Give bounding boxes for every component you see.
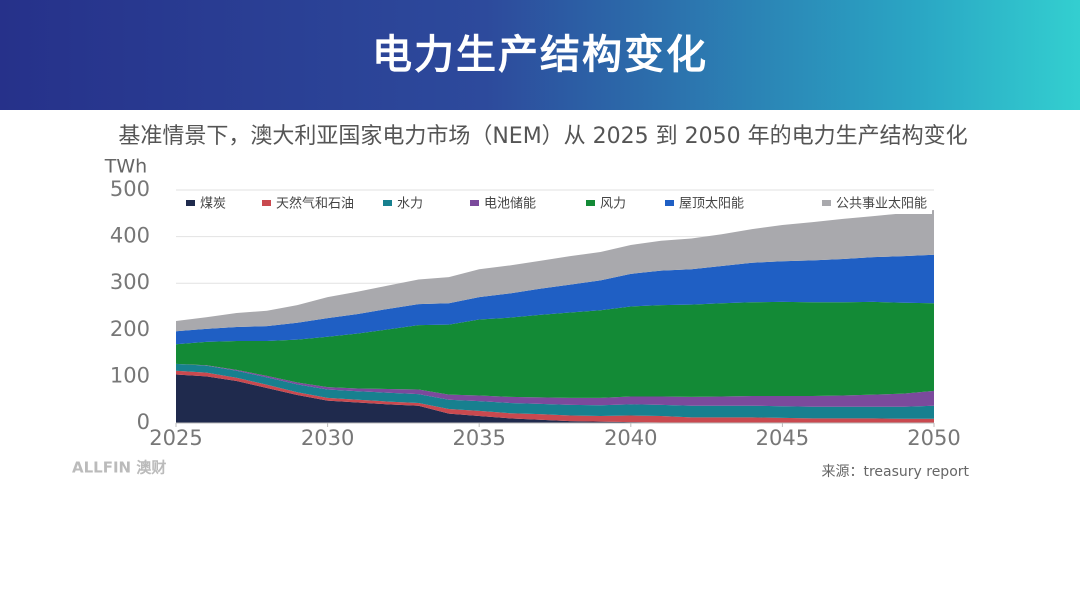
y-tick-label: 500 (110, 177, 150, 201)
y-axis-label: TWh (104, 156, 147, 178)
y-tick-label: 100 (110, 363, 150, 387)
area (176, 363, 934, 419)
legend-label: 风力 (600, 197, 626, 212)
legend-label: 电池储能 (484, 197, 536, 212)
area (176, 363, 934, 407)
x-tick-label: 2050 (907, 426, 960, 450)
x-tick-label: 2040 (604, 426, 657, 450)
legend-label: 公共事业太阳能 (836, 197, 927, 212)
area (176, 210, 934, 332)
area (176, 254, 934, 345)
x-tick-label: 2035 (452, 426, 505, 450)
legend-label: 水力 (397, 197, 423, 212)
x-tick-label: 2030 (301, 426, 354, 450)
y-tick-label: 0 (137, 410, 150, 434)
y-tick-label: 300 (110, 270, 150, 294)
legend-swatch (186, 200, 195, 206)
legend-swatch (665, 200, 674, 206)
y-tick-label: 400 (110, 224, 150, 248)
legend-swatch (586, 200, 595, 206)
header-band (0, 0, 1080, 110)
slide-title: 电力生产结构变化 (372, 32, 708, 78)
logo: ALLFIN 澳财 (72, 459, 166, 477)
chart-title: 基准情景下，澳大利亚国家电力市场（NEM）从 2025 到 2050 年的电力生… (118, 124, 967, 149)
legend-swatch (822, 200, 831, 206)
legend-swatch (470, 200, 479, 206)
x-tick-label: 2045 (756, 426, 809, 450)
legend-swatch (262, 200, 271, 206)
area (176, 301, 934, 398)
y-tick-label: 200 (110, 317, 150, 341)
legend-box (178, 192, 932, 214)
source-note: 来源：treasury report (821, 464, 969, 480)
x-tick-label: 2025 (149, 426, 202, 450)
chart: 基准情景下，澳大利亚国家电力市场（NEM）从 2025 到 2050 年的电力生… (72, 124, 970, 480)
legend-label: 煤炭 (200, 197, 226, 212)
legend-label: 屋顶太阳能 (679, 197, 744, 212)
legend-label: 天然气和石油 (276, 196, 354, 212)
area (176, 374, 934, 423)
legend-swatch (383, 200, 392, 206)
